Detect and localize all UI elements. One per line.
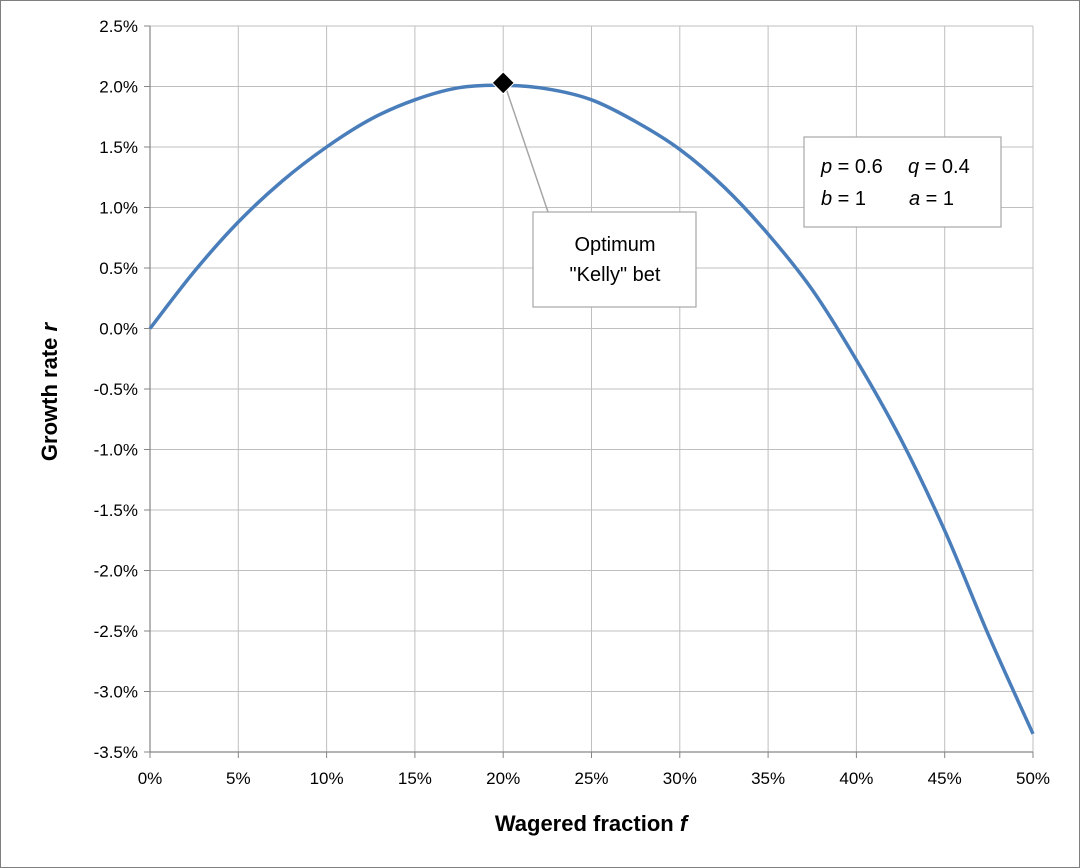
y-axis-title-var: r <box>37 321 62 331</box>
x-tick-label: 0% <box>138 769 163 788</box>
y-tick-label: -2.5% <box>94 622 138 641</box>
callout-leader-line <box>505 88 549 213</box>
grid-lines <box>144 25 1034 758</box>
y-axis-title: Growth rate r <box>37 321 62 461</box>
x-tick-label: 5% <box>226 769 251 788</box>
callout-line-2: "Kelly" bet <box>570 264 661 286</box>
y-axis-title-text: Growth rate <box>37 338 62 461</box>
kelly-optimum-marker <box>491 71 515 95</box>
y-tick-label: -3.5% <box>94 743 138 762</box>
param-p-value: = 0.6 <box>832 156 883 178</box>
x-tick-label: 35% <box>751 769 785 788</box>
growth-rate-line <box>148 83 1035 735</box>
series-group <box>148 83 1035 735</box>
y-tick-label: -0.5% <box>94 380 138 399</box>
param-b-var: b <box>821 188 832 210</box>
param-a-value: = 1 <box>920 188 954 210</box>
x-axis-title-var: f <box>680 811 690 836</box>
y-axis-ticks: 2.5% 2.0% 1.5% 1.0% 0.5% 0.0% -0.5% -1.0% -1.5% -… <box>94 17 138 762</box>
param-b-value: = 1 <box>832 188 866 210</box>
params-row-1: p = 0.6 <box>820 156 883 178</box>
x-tick-label: 40% <box>839 769 873 788</box>
y-tick-label: -1.0% <box>94 441 138 460</box>
x-tick-label: 20% <box>486 769 520 788</box>
x-tick-label: 10% <box>310 769 344 788</box>
x-tick-label: 45% <box>928 769 962 788</box>
param-q-var: q <box>908 156 919 178</box>
y-tick-label: 1.5% <box>99 138 138 157</box>
y-tick-label: 0.0% <box>99 320 138 339</box>
x-axis-title: Wagered fraction f <box>495 811 690 836</box>
callout-line-1: Optimum <box>574 234 655 256</box>
params-row-1b: q = 0.4 <box>908 156 970 178</box>
y-tick-label: 2.5% <box>99 17 138 36</box>
params-box <box>803 136 1002 228</box>
params-row-2b: a = 1 <box>909 188 954 210</box>
x-axis-ticks: 0% 5% 10% 15% 20% 25% 30% 35% 40% 45% 50% <box>138 769 1050 788</box>
param-q-value: = 0.4 <box>919 156 970 178</box>
x-tick-label: 30% <box>663 769 697 788</box>
callout-box <box>532 211 697 308</box>
param-p-var: p <box>820 156 832 178</box>
param-a-var: a <box>909 188 920 210</box>
y-tick-label: 2.0% <box>99 78 138 97</box>
y-tick-label: -1.5% <box>94 501 138 520</box>
y-tick-label: 1.0% <box>99 199 138 218</box>
x-axis-title-text: Wagered fraction <box>495 811 674 836</box>
x-tick-label: 25% <box>574 769 608 788</box>
params-row-2: b = 1 <box>821 188 866 210</box>
y-tick-label: 0.5% <box>99 259 138 278</box>
y-tick-label: -3.0% <box>94 683 138 702</box>
y-tick-label: -2.0% <box>94 562 138 581</box>
x-tick-label: 50% <box>1016 769 1050 788</box>
marker-group <box>491 71 515 95</box>
x-tick-label: 15% <box>398 769 432 788</box>
